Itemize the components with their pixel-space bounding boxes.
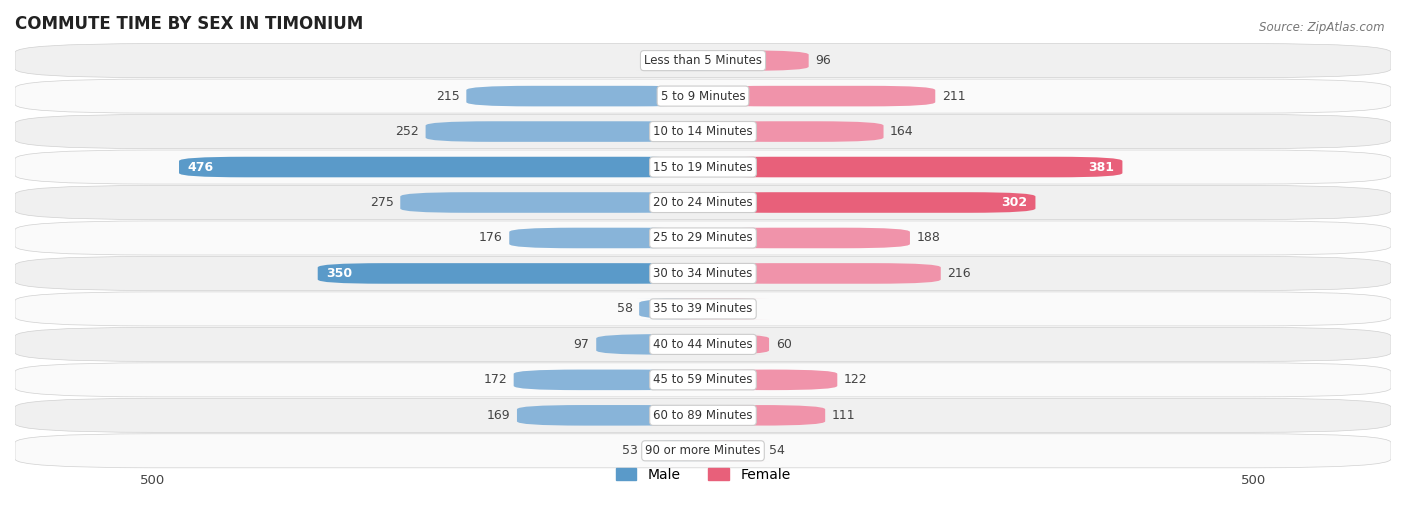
FancyBboxPatch shape: [703, 405, 825, 426]
FancyBboxPatch shape: [15, 115, 1391, 149]
Text: 53: 53: [623, 445, 638, 457]
FancyBboxPatch shape: [513, 370, 703, 390]
FancyBboxPatch shape: [15, 256, 1391, 290]
FancyBboxPatch shape: [15, 79, 1391, 113]
Text: 40 to 44 Minutes: 40 to 44 Minutes: [654, 338, 752, 351]
FancyBboxPatch shape: [703, 86, 935, 106]
Text: 15 to 19 Minutes: 15 to 19 Minutes: [654, 161, 752, 174]
Text: 25 to 29 Minutes: 25 to 29 Minutes: [654, 232, 752, 244]
Text: 172: 172: [484, 373, 508, 386]
Text: 176: 176: [479, 232, 503, 244]
Text: 35 to 39 Minutes: 35 to 39 Minutes: [654, 302, 752, 315]
FancyBboxPatch shape: [15, 186, 1391, 220]
FancyBboxPatch shape: [696, 440, 769, 461]
FancyBboxPatch shape: [15, 150, 1391, 184]
Text: 169: 169: [486, 409, 510, 422]
Text: 215: 215: [436, 89, 460, 103]
Legend: Male, Female: Male, Female: [610, 462, 796, 487]
Text: 111: 111: [832, 409, 855, 422]
Text: 211: 211: [942, 89, 966, 103]
FancyBboxPatch shape: [15, 363, 1391, 397]
FancyBboxPatch shape: [703, 263, 941, 284]
FancyBboxPatch shape: [15, 434, 1391, 468]
Text: 58: 58: [617, 302, 633, 315]
Text: 96: 96: [815, 54, 831, 67]
FancyBboxPatch shape: [467, 86, 703, 106]
Text: 302: 302: [1001, 196, 1028, 209]
Text: 60: 60: [776, 338, 792, 351]
FancyBboxPatch shape: [15, 399, 1391, 433]
FancyBboxPatch shape: [426, 121, 703, 142]
Text: Source: ZipAtlas.com: Source: ZipAtlas.com: [1260, 21, 1385, 34]
FancyBboxPatch shape: [703, 157, 1122, 177]
Text: 381: 381: [1088, 161, 1114, 174]
FancyBboxPatch shape: [637, 50, 748, 71]
FancyBboxPatch shape: [637, 440, 710, 461]
Text: 5 to 9 Minutes: 5 to 9 Minutes: [661, 89, 745, 103]
Text: 20 to 24 Minutes: 20 to 24 Minutes: [654, 196, 752, 209]
FancyBboxPatch shape: [401, 192, 703, 213]
FancyBboxPatch shape: [703, 228, 910, 248]
Text: 122: 122: [844, 373, 868, 386]
FancyBboxPatch shape: [179, 157, 703, 177]
FancyBboxPatch shape: [659, 299, 769, 319]
Text: 97: 97: [574, 338, 589, 351]
FancyBboxPatch shape: [703, 370, 838, 390]
FancyBboxPatch shape: [15, 43, 1391, 77]
FancyBboxPatch shape: [15, 221, 1391, 255]
FancyBboxPatch shape: [318, 263, 703, 284]
FancyBboxPatch shape: [15, 327, 1391, 361]
Text: 90 or more Minutes: 90 or more Minutes: [645, 445, 761, 457]
Text: 54: 54: [769, 445, 785, 457]
Text: COMMUTE TIME BY SEX IN TIMONIUM: COMMUTE TIME BY SEX IN TIMONIUM: [15, 15, 363, 33]
Text: 275: 275: [370, 196, 394, 209]
FancyBboxPatch shape: [703, 192, 1035, 213]
Text: 350: 350: [326, 267, 352, 280]
Text: 188: 188: [917, 232, 941, 244]
Text: Less than 5 Minutes: Less than 5 Minutes: [644, 54, 762, 67]
Text: 10 to 14 Minutes: 10 to 14 Minutes: [654, 125, 752, 138]
Text: 21: 21: [733, 302, 748, 315]
FancyBboxPatch shape: [15, 292, 1391, 326]
Text: 164: 164: [890, 125, 914, 138]
Text: 252: 252: [395, 125, 419, 138]
Text: 45 to 59 Minutes: 45 to 59 Minutes: [654, 373, 752, 386]
Text: 216: 216: [948, 267, 972, 280]
Text: 19: 19: [659, 54, 675, 67]
FancyBboxPatch shape: [703, 334, 769, 355]
FancyBboxPatch shape: [596, 334, 703, 355]
FancyBboxPatch shape: [703, 50, 808, 71]
Text: 60 to 89 Minutes: 60 to 89 Minutes: [654, 409, 752, 422]
Text: 476: 476: [187, 161, 214, 174]
FancyBboxPatch shape: [517, 405, 703, 426]
FancyBboxPatch shape: [509, 228, 703, 248]
FancyBboxPatch shape: [637, 299, 706, 319]
FancyBboxPatch shape: [703, 121, 883, 142]
Text: 30 to 34 Minutes: 30 to 34 Minutes: [654, 267, 752, 280]
